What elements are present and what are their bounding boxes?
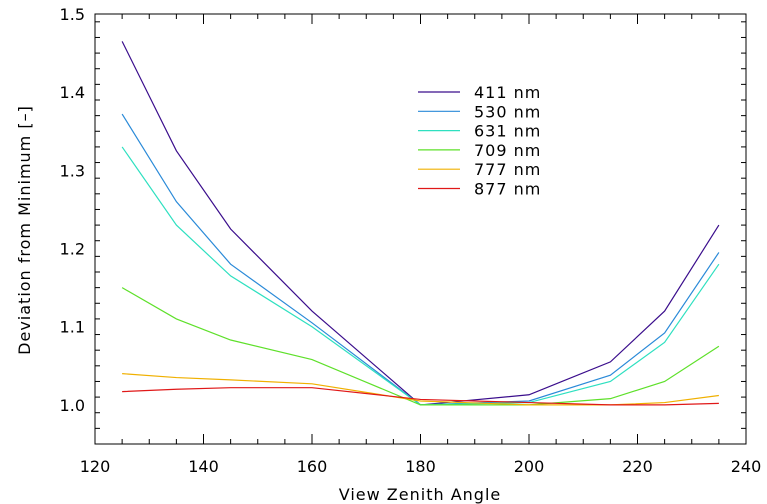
x-tick-label: 200 xyxy=(514,457,545,476)
x-tick-label: 120 xyxy=(80,457,111,476)
y-tick-label: 1.2 xyxy=(60,240,85,259)
x-tick-label: 220 xyxy=(622,457,653,476)
x-axis-title: View Zenith Angle xyxy=(339,485,501,504)
series-line xyxy=(121,113,720,406)
y-tick-label: 1.0 xyxy=(60,396,85,415)
series-line xyxy=(121,146,720,406)
series-lines xyxy=(121,41,720,406)
y-tick-labels: 1.0 1.1 1.2 1.3 1.4 1.5 xyxy=(60,5,85,415)
legend-label: 777 nm xyxy=(474,160,541,179)
legend-label: 411 nm xyxy=(474,83,541,102)
series-line xyxy=(122,387,719,406)
series-line xyxy=(121,287,720,406)
legend-label: 709 nm xyxy=(474,141,541,160)
x-tick-label: 160 xyxy=(297,457,328,476)
x-tick-label: 240 xyxy=(731,457,762,476)
legend-label: 877 nm xyxy=(474,180,541,199)
y-tick-label: 1.1 xyxy=(60,318,85,337)
x-tick-label: 140 xyxy=(188,457,219,476)
legend-label: 631 nm xyxy=(474,122,541,141)
series-line xyxy=(121,41,720,406)
y-tick-label: 1.3 xyxy=(60,161,85,180)
x-tick-labels: 120 140 160 180 200 220 240 xyxy=(80,457,762,476)
y-tick-label: 1.4 xyxy=(60,83,85,102)
x-tick-label: 180 xyxy=(405,457,436,476)
series-line xyxy=(122,373,719,406)
axis-ticks xyxy=(94,14,747,445)
legend-label: 530 nm xyxy=(474,102,541,121)
y-axis-title: Deviation from Minimum [–] xyxy=(15,105,34,355)
y-tick-label: 1.5 xyxy=(60,5,85,24)
plot-frame xyxy=(94,13,747,445)
